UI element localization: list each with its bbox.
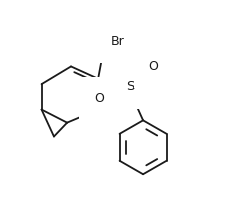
Text: S: S	[126, 80, 134, 93]
Text: O: O	[148, 60, 158, 73]
Text: Br: Br	[111, 35, 124, 48]
Text: O: O	[94, 92, 104, 104]
